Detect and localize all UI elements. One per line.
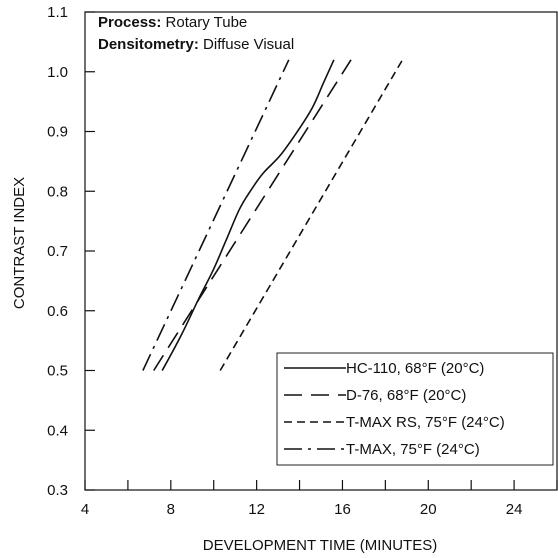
y-tick-label: 0.4 [47, 422, 68, 439]
x-tick-label: 24 [506, 501, 523, 518]
legend-label-0: HC-110, 68°F (20°C) [346, 360, 484, 377]
process-value: Rotary Tube [161, 14, 247, 31]
y-tick-label: 0.6 [47, 303, 68, 320]
x-axis-title: DEVELOPMENT TIME (MINUTES) [203, 537, 437, 554]
series-line-2 [219, 59, 404, 371]
legend-label-2: T-MAX RS, 75°F (24°C) [346, 414, 505, 431]
y-tick-label: 1.1 [47, 4, 68, 21]
series-lines [142, 59, 404, 371]
y-tick-label: 0.9 [47, 124, 68, 141]
y-tick-label: 0.5 [47, 363, 68, 380]
y-tick-label: 0.7 [47, 243, 68, 260]
x-tick-label: 8 [167, 501, 175, 518]
densitometry-label: Densitometry: [98, 36, 199, 53]
legend-box [276, 352, 554, 466]
y-tick-label: 1.0 [47, 64, 68, 81]
x-tick-label: 4 [81, 501, 89, 518]
legend-label-3: T-MAX, 75°F (24°C) [346, 441, 480, 458]
legend: HC-110, 68°F (20°C) D-76, 68°F (20°C) T-… [276, 352, 554, 466]
y-tick-label: 0.3 [47, 482, 68, 499]
x-tick-label: 16 [334, 501, 351, 518]
series-line-1 [153, 59, 352, 371]
legend-label-1: D-76, 68°F (20°C) [346, 387, 466, 404]
x-tick-label: 12 [248, 501, 265, 518]
y-axis-title: CONTRAST INDEX [11, 177, 28, 309]
densitometry-annotation: Densitometry: Diffuse Visual [98, 36, 294, 53]
series-line-3 [142, 59, 290, 371]
process-label: Process: [98, 14, 161, 31]
legend-items: HC-110, 68°F (20°C) D-76, 68°F (20°C) T-… [284, 360, 505, 458]
densitometry-value: Diffuse Visual [199, 36, 294, 53]
process-annotation: Process: Rotary Tube [98, 14, 247, 31]
y-tick-label: 0.8 [47, 183, 68, 200]
x-tick-label: 20 [420, 501, 437, 518]
ticks: 4 8 12 16 20 24 0.3 0.4 0.5 0.6 0.7 0.8 0.9 1.0 1.1 [47, 4, 558, 518]
